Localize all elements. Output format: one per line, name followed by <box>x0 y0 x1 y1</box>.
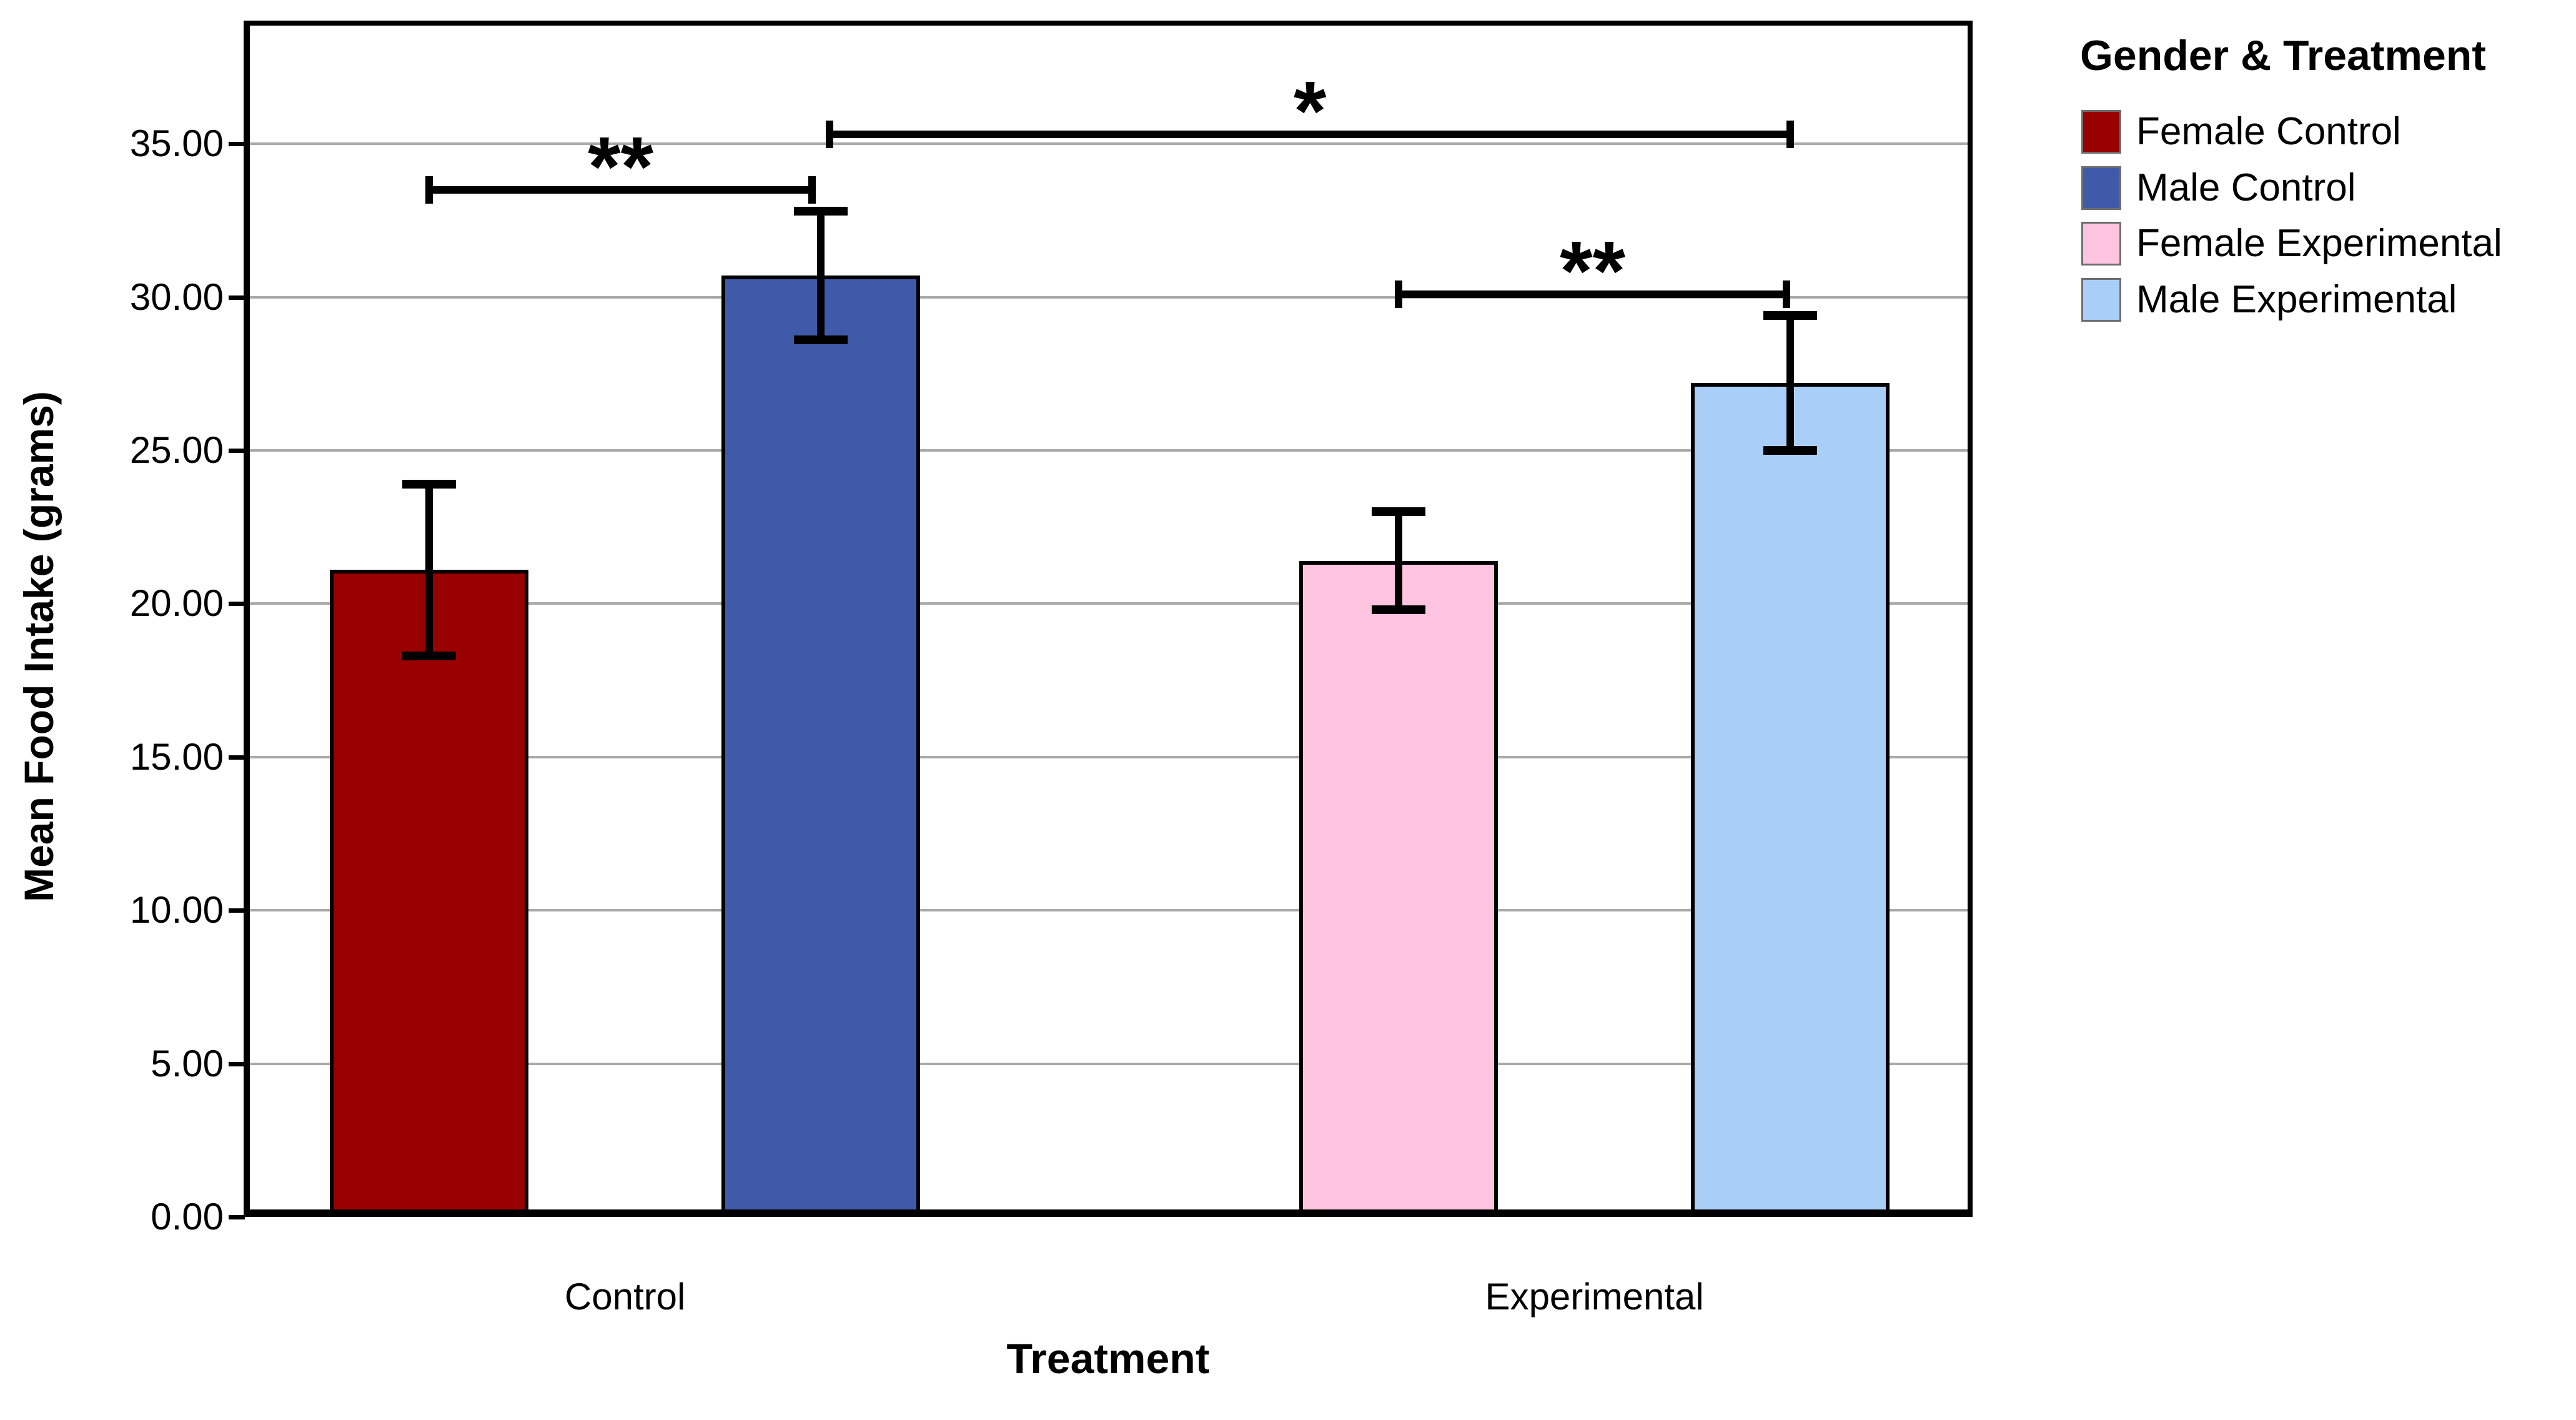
legend-item-label: Male Control <box>2136 166 2356 209</box>
x-category-label: Experimental <box>1485 1276 1704 1318</box>
y-tick-mark <box>229 602 245 607</box>
significance-bracket-line <box>1399 290 1787 298</box>
gridline <box>244 602 1973 605</box>
error-bar-cap <box>1372 507 1426 517</box>
y-tick-mark <box>229 142 245 147</box>
error-bar-cap <box>794 207 848 216</box>
y-axis-line <box>244 21 250 1217</box>
bar-male-experimental <box>1691 383 1890 1217</box>
error-bar-cap <box>1763 311 1818 320</box>
y-tick-mark <box>229 295 245 300</box>
legend-item-label: Female Experimental <box>2136 222 2502 266</box>
y-tick-mark <box>229 1061 245 1066</box>
legend-item: Female Experimental <box>2080 222 2576 266</box>
y-tick-mark <box>229 1215 245 1219</box>
significance-bracket-end-tick <box>808 176 816 204</box>
bar-female-control <box>330 570 528 1217</box>
y-tick-label: 35.00 <box>129 122 224 165</box>
error-bar-cap <box>794 335 848 345</box>
x-category-label: Control <box>564 1276 686 1318</box>
error-bar-cap <box>402 479 456 489</box>
plot-frame-top <box>244 21 1973 26</box>
gridline <box>244 295 1973 299</box>
significance-label: * <box>1293 64 1327 159</box>
y-tick-label: 10.00 <box>129 889 224 931</box>
bar-female-experimental <box>1299 560 1499 1217</box>
legend-color-swatch <box>2081 222 2121 266</box>
error-bar-cap <box>1763 446 1818 455</box>
gridline <box>244 909 1973 912</box>
gridline <box>244 1062 1973 1065</box>
legend-item: Male Control <box>2080 166 2576 210</box>
legend-color-swatch <box>2081 278 2121 322</box>
error-bar-cap <box>1372 605 1426 615</box>
y-tick-label: 25.00 <box>129 429 224 471</box>
y-tick-label: 15.00 <box>129 735 224 778</box>
legend-item: Male Experimental <box>2080 278 2576 322</box>
legend-color-swatch <box>2081 166 2121 210</box>
y-tick-label: 5.00 <box>151 1042 224 1085</box>
significance-bracket-end-tick <box>826 121 834 149</box>
error-bar-stem <box>425 484 433 656</box>
error-bar-stem <box>1786 315 1795 450</box>
legend-item-label: Male Experimental <box>2136 278 2457 322</box>
x-axis-title: Treatment <box>1006 1335 1210 1383</box>
plot-area: ** * ** <box>244 21 1973 1217</box>
plot-frame-right <box>1968 21 1973 1217</box>
significance-bracket-line <box>429 186 813 194</box>
x-axis-line <box>244 1209 1973 1217</box>
legend-color-swatch <box>2081 110 2121 154</box>
error-bar-cap <box>402 651 456 660</box>
y-tick-label: 30.00 <box>129 276 224 318</box>
significance-bracket-line <box>830 131 1791 139</box>
y-tick-mark <box>229 908 245 913</box>
significance-bracket-end-tick <box>1395 280 1403 308</box>
error-bar-stem <box>817 211 825 340</box>
y-tick-label: 0.00 <box>151 1196 224 1238</box>
bar-male-control <box>721 276 921 1217</box>
gridline <box>244 449 1973 452</box>
legend-item-label: Female Control <box>2136 110 2401 153</box>
legend-title: Gender & Treatment <box>2080 32 2486 79</box>
significance-bracket-end-tick <box>1786 121 1795 149</box>
significance-bracket-end-tick <box>1783 280 1791 308</box>
significance-bracket-end-tick <box>425 176 433 204</box>
significance-label: ** <box>588 119 654 214</box>
error-bar-stem <box>1395 512 1403 610</box>
significance-label: ** <box>1560 223 1626 318</box>
y-tick-mark <box>229 755 245 760</box>
y-tick-mark <box>229 449 245 453</box>
y-tick-label: 20.00 <box>129 582 224 625</box>
legend-item: Female Control <box>2080 110 2576 154</box>
gridline <box>244 755 1973 758</box>
gridline <box>244 142 1973 146</box>
